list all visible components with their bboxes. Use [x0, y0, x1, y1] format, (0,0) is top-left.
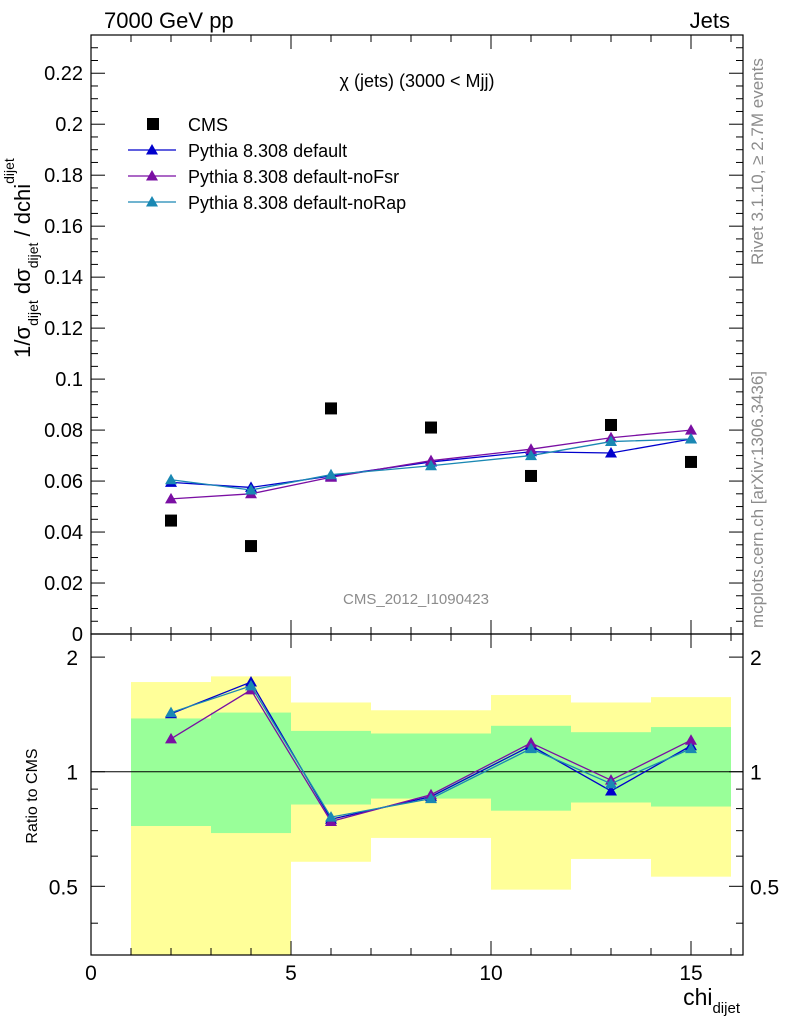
series-point-2 — [245, 483, 257, 495]
ratio-point-2 — [525, 742, 537, 754]
y-axis-label-part: dijet — [1, 158, 17, 184]
legend-label-0: Pythia 8.308 default — [188, 141, 347, 161]
series-point-2 — [165, 473, 177, 485]
y-tick-label: 0.22 — [44, 63, 83, 85]
ratio-point-2 — [685, 742, 697, 754]
y-tick-label: 0 — [72, 624, 83, 646]
legend-marker-data — [147, 118, 159, 130]
band-green — [291, 730, 371, 805]
series-point-1 — [525, 443, 537, 454]
series-point-2 — [325, 468, 337, 480]
y-axis-label-part: / dchi — [10, 184, 35, 243]
y-axis-label-part: dσ — [10, 268, 35, 300]
y-tick-label: 0.12 — [44, 318, 83, 340]
data-point — [245, 540, 257, 553]
ratio-point-2 — [245, 679, 257, 691]
y-axis-label-part: dijet — [25, 242, 41, 268]
series-point-2 — [525, 449, 537, 461]
y-tick-label: 0.14 — [44, 267, 83, 289]
series-point-1 — [165, 492, 177, 504]
legend-label-2: Pythia 8.308 default-noRap — [188, 193, 406, 213]
data-point — [525, 469, 537, 482]
ratio-tick-label-left: 2 — [66, 647, 78, 670]
band-green — [371, 733, 491, 799]
y-tick-label: 0.16 — [44, 216, 83, 238]
data-point — [325, 402, 337, 415]
ratio-tick-label-right: 2 — [750, 647, 762, 670]
ratio-axis-label: Ratio to CMS — [24, 748, 41, 843]
x-tick-label: 5 — [285, 962, 297, 985]
legend-marker-0 — [146, 144, 158, 155]
data-point — [605, 418, 617, 431]
ratio-tick-label-right: 0.5 — [750, 876, 779, 899]
data-point — [165, 514, 177, 527]
y-axis-label-part: dijet — [25, 300, 41, 326]
header-left: 7000 GeV pp — [104, 8, 234, 33]
ratio-tick-label-right: 1 — [750, 762, 762, 785]
ratio-point-2 — [165, 706, 177, 718]
y-tick-label: 0.08 — [44, 420, 83, 442]
legend-label-data: CMS — [188, 115, 228, 135]
ratio-point-2 — [325, 811, 337, 822]
ratio-point-1 — [525, 736, 537, 748]
header-right: Jets — [689, 8, 730, 33]
data-point — [425, 421, 437, 434]
y-tick-label: 0.1 — [55, 369, 83, 391]
series-point-0 — [605, 447, 617, 458]
legend-marker-1 — [146, 170, 158, 181]
x-tick-label: 0 — [85, 962, 97, 985]
y-tick-label: 0.18 — [44, 165, 83, 187]
series-point-2 — [425, 459, 437, 471]
ratio-point-1 — [165, 732, 177, 744]
data-point — [685, 455, 697, 468]
ratio-frame — [90, 633, 744, 956]
legend-label-1: Pythia 8.308 default-noFsr — [188, 167, 399, 187]
y-tick-label: 0.02 — [44, 573, 83, 595]
analysis-watermark: CMS_2012_I1090423 — [343, 591, 489, 608]
ratio-point-2 — [425, 792, 437, 804]
y-tick-label: 0.2 — [55, 114, 83, 136]
y-axis-label: 1/σdijet dσdijet / dchidijet — [1, 158, 41, 358]
series-point-1 — [685, 424, 697, 435]
x-tick-label: 10 — [479, 962, 502, 985]
y-tick-label: 0.04 — [44, 522, 83, 544]
ratio-point-2 — [605, 777, 617, 789]
legend-marker-2 — [146, 196, 158, 207]
chart-title: χ (jets) (3000 < Mjj) — [340, 71, 495, 91]
x-axis-label-sub: dijet — [712, 1000, 740, 1017]
series-point-2 — [685, 433, 697, 444]
y-axis-label-part: 1/σ — [10, 325, 35, 357]
x-axis-label: chidijet — [683, 984, 741, 1017]
y-tick-label: 0.06 — [44, 471, 83, 493]
series-point-2 — [605, 435, 617, 447]
ratio-point-1 — [685, 734, 697, 745]
ratio-point-0 — [605, 784, 617, 796]
ratio-tick-label-left: 1 — [66, 762, 78, 785]
x-tick-label: 15 — [679, 962, 702, 985]
ratio-tick-label-left: 0.5 — [49, 876, 78, 899]
x-axis-label-main: chi — [683, 984, 712, 1010]
